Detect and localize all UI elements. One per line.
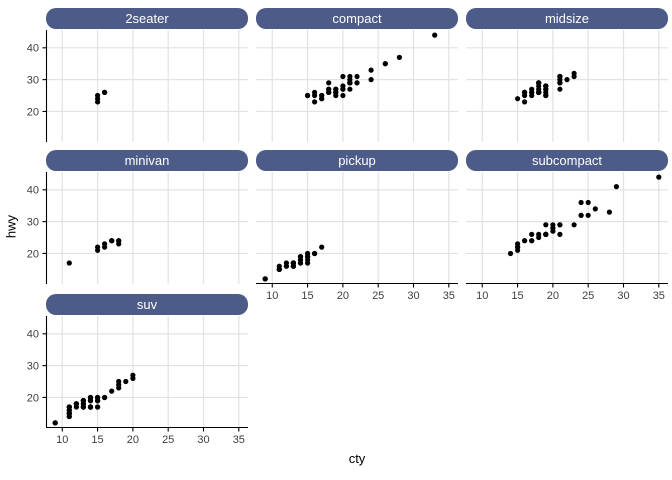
x-tick-label: 10 [56, 434, 68, 446]
x-tick-label: 25 [162, 434, 174, 446]
x-tick-label: 15 [511, 290, 523, 302]
x-tick-label: 25 [582, 290, 594, 302]
y-tick-label: 30 [27, 74, 39, 86]
y-tick-label: 30 [27, 216, 39, 228]
x-tick-label: 20 [337, 290, 349, 302]
x-tick-label: 15 [301, 290, 313, 302]
x-tick-label: 10 [476, 290, 488, 302]
x-tick-label: 35 [443, 290, 455, 302]
facet-strip-label: minivan [46, 150, 248, 171]
x-tick-label: 10 [266, 290, 278, 302]
facet-panel [466, 30, 668, 142]
x-tick-label: 25 [372, 290, 384, 302]
y-tick-label: 20 [27, 392, 39, 404]
y-tick-label: 30 [27, 360, 39, 372]
x-axis-title: cty [348, 451, 366, 466]
y-tick-label: 40 [27, 43, 39, 55]
facet-strip-label: subcompact [466, 150, 668, 171]
y-tick-label: 40 [27, 329, 39, 341]
facet-panel: 20 30 40 [27, 172, 248, 284]
y-tick-label: 40 [27, 185, 39, 197]
x-tick-label: 30 [617, 290, 629, 302]
y-tick-label: 20 [27, 106, 39, 118]
facet-panel: 10 15 20 25 30 35 [466, 172, 668, 302]
facet-strip-label: midsize [466, 8, 668, 29]
facet-strip-label: suv [46, 294, 248, 315]
y-axis-title: hwy [3, 214, 19, 239]
x-tick-label: 20 [127, 434, 139, 446]
facet-panel: 10 15 20 25 30 35 [256, 172, 458, 302]
x-tick-label: 15 [91, 434, 103, 446]
facet-panel: 20 30 40 10 15 20 25 30 35 [27, 316, 248, 446]
y-tick-label: 20 [27, 248, 39, 260]
facet-panel: 20 30 40 [27, 30, 248, 142]
facet-strip-label: 2seater [46, 8, 248, 29]
facet-panel [256, 30, 458, 142]
x-tick-label: 30 [407, 290, 419, 302]
facet-strip-label: pickup [256, 150, 458, 171]
facet-strip-label: compact [256, 8, 458, 29]
x-tick-label: 30 [197, 434, 209, 446]
x-tick-label: 35 [653, 290, 665, 302]
x-tick-label: 20 [547, 290, 559, 302]
x-tick-label: 35 [233, 434, 245, 446]
